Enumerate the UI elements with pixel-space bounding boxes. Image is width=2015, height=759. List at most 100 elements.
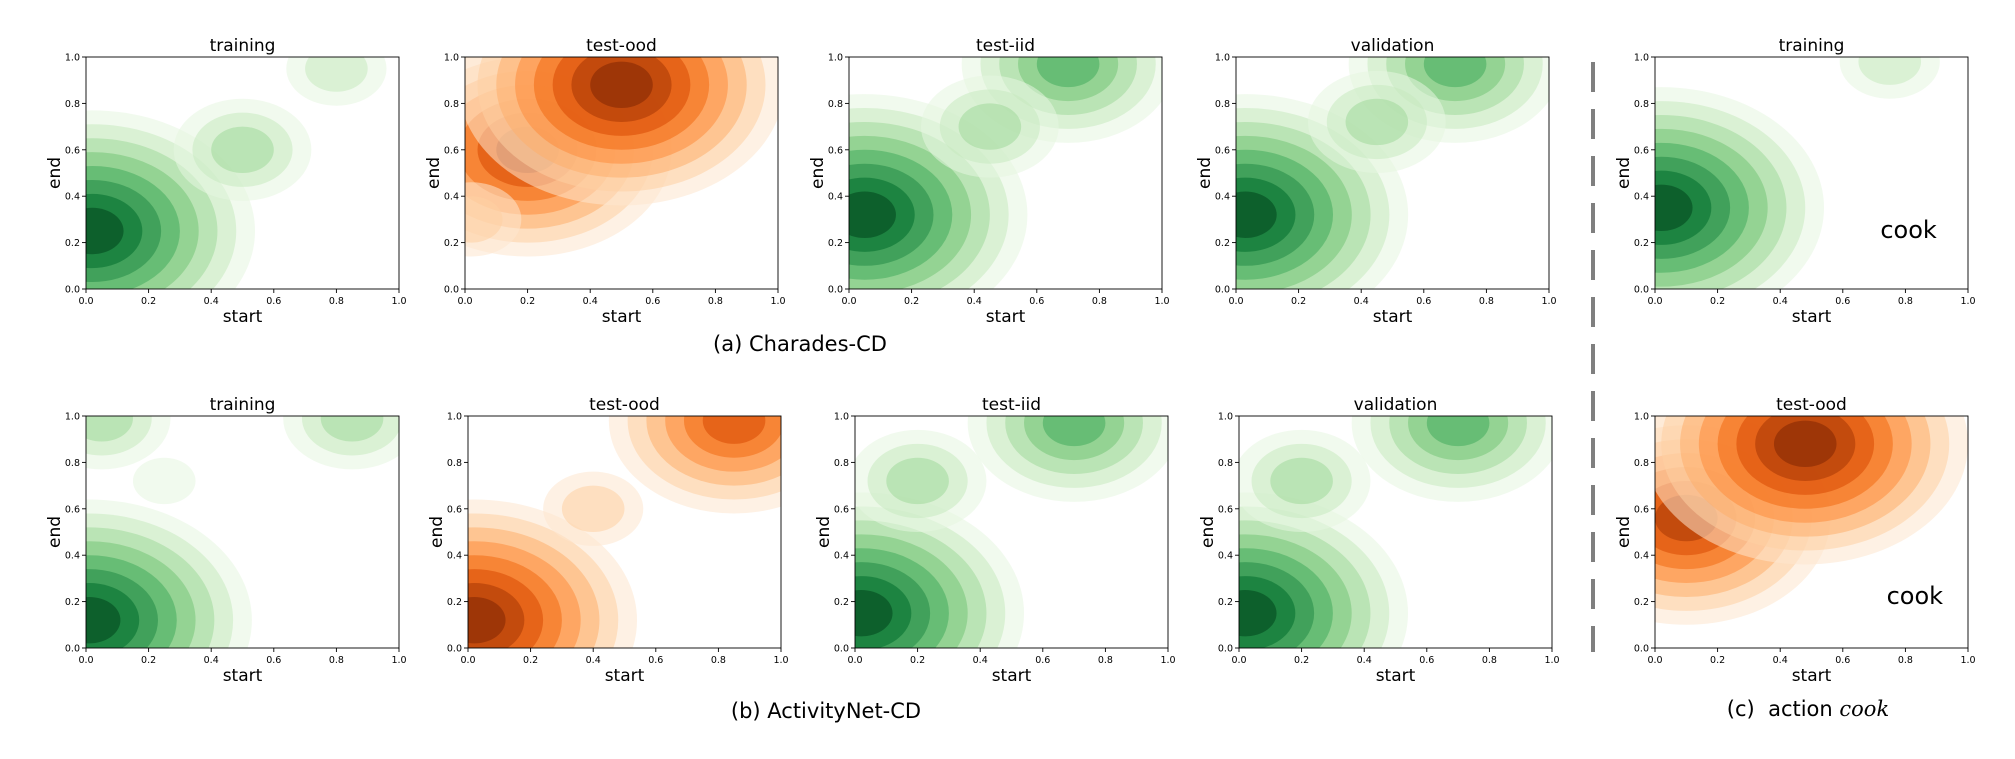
density-mode-0-level-7 xyxy=(1239,590,1277,637)
y-tick-label: 0.6 xyxy=(1634,145,1649,156)
caption-charades-cd: (a) Charades-CD xyxy=(713,332,887,356)
x-tick-label: 0.0 xyxy=(457,296,472,307)
density-mode-2-level-2 xyxy=(886,457,949,505)
density-mode-1-level-2 xyxy=(86,416,133,442)
panels-layer: 0.0 0.2 0.4 0.6 0.8 1.0 0.0 0.2 0.4 0.6 0.8 1.0 trai… xyxy=(45,36,1976,686)
y-axis-label: end xyxy=(1198,516,1218,548)
y-axis-label: end xyxy=(1614,516,1634,548)
panel-title: training xyxy=(210,36,276,56)
panel-0-training: 0.0 0.2 0.4 0.6 0.8 1.0 0.0 0.2 0.4 0.6 0.8 1.0 trai… xyxy=(45,36,407,327)
panel-title: training xyxy=(210,395,276,415)
x-tick-label: 1.0 xyxy=(391,655,406,666)
axes-frame xyxy=(1238,415,1553,649)
density-mode-0-level-7 xyxy=(86,596,121,644)
density-mode-1-level-4 xyxy=(1042,416,1106,447)
x-tick-label: 0.2 xyxy=(1291,296,1306,307)
x-tick-label: 0.6 xyxy=(1835,655,1850,666)
panel-1-test-ood: 0.0 0.2 0.4 0.6 0.8 1.0 0.0 0.2 0.4 0.6 0.8 1.0 test… xyxy=(424,36,786,327)
x-tick-label: 0.0 xyxy=(1228,296,1243,307)
x-tick-label: 0.8 xyxy=(1482,655,1497,666)
panel-3-validation: 0.0 0.2 0.4 0.6 0.8 1.0 0.0 0.2 0.4 0.6 0.8 1.0 vali… xyxy=(1195,36,1557,327)
panel-title: test-ood xyxy=(586,36,657,56)
y-tick-label: 0.6 xyxy=(447,504,462,515)
y-axis-label: end xyxy=(45,516,65,548)
x-tick-label: 0.0 xyxy=(847,655,862,666)
panel-4-training: 0.0 0.2 0.4 0.6 0.8 1.0 0.0 0.2 0.4 0.6 0.8 1.0 trai… xyxy=(1614,36,1976,327)
density-area xyxy=(468,416,781,648)
x-tick-label: 0.0 xyxy=(1647,655,1662,666)
x-tick-label: 0.2 xyxy=(1710,655,1725,666)
axes-frame xyxy=(85,415,400,649)
x-tick-label: 0.4 xyxy=(204,655,219,666)
density-mode-1-level-4 xyxy=(1426,416,1490,447)
panel-7-test-iid: 0.0 0.2 0.4 0.6 0.8 1.0 0.0 0.2 0.4 0.6 0.8 1.0 test… xyxy=(814,395,1176,686)
density-mode-0-level-7 xyxy=(86,207,124,255)
y-tick-label: 0.2 xyxy=(65,597,80,608)
density-mode-1-level-7 xyxy=(590,61,653,109)
x-tick-label: 0.4 xyxy=(1773,296,1788,307)
y-tick-label: 0.8 xyxy=(1218,458,1233,469)
x-tick-label: 0.8 xyxy=(1898,296,1913,307)
axes-frame xyxy=(854,415,1169,649)
y-tick-label: 1.0 xyxy=(444,53,459,64)
y-tick-label: 0.8 xyxy=(65,99,80,110)
y-tick-label: 0.4 xyxy=(834,551,849,562)
axes-frame xyxy=(1654,56,1969,290)
x-tick-label: 0.6 xyxy=(648,655,663,666)
density-mode-1-level-1 xyxy=(1858,57,1922,85)
x-tick-label: 0.2 xyxy=(141,296,156,307)
density-mode-2-level-2 xyxy=(320,416,384,442)
x-tick-label: 0.6 xyxy=(1029,296,1044,307)
y-tick-label: 0.4 xyxy=(828,192,843,203)
caption-c-italic: cook xyxy=(1839,697,1889,721)
x-tick-label: 0.4 xyxy=(1354,296,1369,307)
y-tick-label: 0.4 xyxy=(1215,192,1230,203)
y-tick-label: 0.0 xyxy=(65,285,80,296)
y-axis-label: end xyxy=(814,516,834,548)
y-tick-label: 0.2 xyxy=(1634,597,1649,608)
x-tick-label: 0.2 xyxy=(1294,655,1309,666)
y-tick-label: 0.2 xyxy=(447,597,462,608)
axes-frame xyxy=(467,415,782,649)
y-tick-label: 0.6 xyxy=(1218,504,1233,515)
x-tick-label: 0.6 xyxy=(266,296,281,307)
x-tick-label: 0.6 xyxy=(645,296,660,307)
caption-c-prefix: (c) action xyxy=(1727,697,1840,721)
density-area xyxy=(86,416,399,648)
y-tick-label: 0.0 xyxy=(1634,285,1649,296)
x-tick-label: 0.2 xyxy=(523,655,538,666)
x-tick-label: 0.6 xyxy=(1416,296,1431,307)
x-tick-label: 0.8 xyxy=(329,296,344,307)
x-tick-label: 0.6 xyxy=(1419,655,1434,666)
x-tick-label: 1.0 xyxy=(770,296,785,307)
axes-frame xyxy=(1654,415,1969,649)
x-axis-label: start xyxy=(1373,307,1413,327)
density-mode-0-level-7 xyxy=(468,596,506,644)
density-area xyxy=(855,416,1168,648)
y-tick-label: 0.8 xyxy=(65,458,80,469)
x-tick-label: 0.4 xyxy=(1773,655,1788,666)
x-tick-label: 1.0 xyxy=(1154,296,1169,307)
axes-frame xyxy=(848,56,1163,290)
y-tick-label: 0.0 xyxy=(1215,285,1230,296)
x-tick-label: 1.0 xyxy=(1960,296,1975,307)
caption-activitynet-cd: (b) ActivityNet-CD xyxy=(731,699,921,723)
density-mode-0-level-7 xyxy=(1655,184,1693,231)
density-mode-1-level-2 xyxy=(211,126,274,173)
panel-title: validation xyxy=(1354,395,1438,415)
density-mode-1-level-5 xyxy=(702,416,766,444)
y-tick-label: 0.2 xyxy=(834,597,849,608)
x-tick-label: 0.6 xyxy=(1835,296,1850,307)
x-axis-label: start xyxy=(223,307,263,327)
y-tick-label: 0.4 xyxy=(447,551,462,562)
density-area xyxy=(1239,416,1552,648)
panel-2-test-iid: 0.0 0.2 0.4 0.6 0.8 1.0 0.0 0.2 0.4 0.6 0.8 1.0 test… xyxy=(808,36,1170,327)
panel-8-validation: 0.0 0.2 0.4 0.6 0.8 1.0 0.0 0.2 0.4 0.6 0.8 1.0 vali… xyxy=(1198,395,1560,686)
y-tick-label: 1.0 xyxy=(1218,412,1233,423)
y-tick-label: 1.0 xyxy=(828,53,843,64)
x-tick-label: 0.8 xyxy=(708,296,723,307)
panel-title: training xyxy=(1779,36,1845,56)
x-tick-label: 0.6 xyxy=(1035,655,1050,666)
x-tick-label: 0.0 xyxy=(78,655,93,666)
